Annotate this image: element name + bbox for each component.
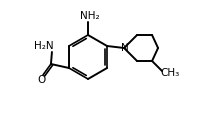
Text: NH₂: NH₂	[80, 11, 99, 21]
Text: H₂N: H₂N	[34, 41, 54, 51]
Text: CH₃: CH₃	[160, 68, 179, 78]
Text: N: N	[121, 43, 128, 53]
Text: O: O	[38, 75, 46, 85]
